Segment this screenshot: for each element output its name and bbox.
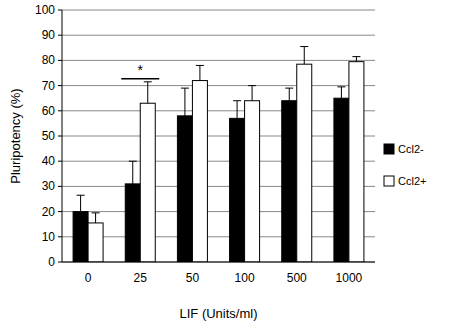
error-cap	[129, 161, 137, 162]
y-axis-label: Pluripotency (%)	[8, 88, 23, 183]
error-line	[95, 213, 96, 223]
bar	[125, 184, 140, 262]
error-cap	[300, 46, 308, 47]
error-bar	[300, 47, 308, 65]
tick	[58, 136, 62, 137]
error-cap	[77, 195, 85, 196]
tick	[58, 262, 62, 263]
error-bar	[129, 161, 137, 184]
grid-line	[62, 110, 375, 111]
error-line	[252, 86, 253, 101]
grid-line	[62, 236, 375, 237]
bar	[282, 101, 297, 262]
bars	[73, 47, 364, 262]
error-cap	[337, 86, 345, 87]
error-line	[147, 82, 148, 103]
tick-label: 50	[42, 129, 56, 143]
tick	[58, 60, 62, 61]
error-bar	[196, 65, 204, 80]
tick-label: 40	[42, 154, 56, 168]
chart: 0102030405060708090100025501005001000*LI…	[0, 0, 450, 332]
error-bar	[92, 213, 100, 223]
bar	[230, 118, 245, 262]
grid-line	[62, 262, 375, 263]
category-label: 100	[235, 271, 255, 285]
error-bar	[285, 88, 293, 101]
error-bar	[181, 88, 189, 116]
y-axis	[62, 10, 63, 262]
error-cap	[92, 212, 100, 213]
tick	[58, 211, 62, 212]
grid-line	[62, 10, 375, 11]
bar	[192, 81, 207, 262]
tick	[58, 236, 62, 237]
grid-line	[62, 211, 375, 212]
legend-swatch	[384, 144, 394, 154]
error-line	[341, 87, 342, 98]
bar	[334, 98, 349, 262]
error-line	[132, 161, 133, 184]
grid-line	[62, 161, 375, 162]
bar	[177, 116, 192, 262]
category-label: 0	[85, 271, 92, 285]
tick-label: 10	[42, 230, 56, 244]
tick-label: 20	[42, 205, 56, 219]
error-line	[184, 88, 185, 116]
grid-line	[62, 35, 375, 36]
legend-label: Ccl2-	[398, 143, 424, 155]
grid-line	[62, 85, 375, 86]
tick-label: 100	[35, 3, 55, 17]
tick	[58, 10, 62, 11]
error-bar	[144, 82, 152, 103]
grid-line	[62, 136, 375, 137]
error-cap	[352, 56, 360, 57]
x-axis-label: LIF (Units/ml)	[180, 306, 258, 321]
tick-label: 60	[42, 104, 56, 118]
tick	[58, 35, 62, 36]
error-cap	[181, 88, 189, 89]
bar	[88, 223, 103, 262]
error-cap	[248, 85, 256, 86]
error-line	[199, 65, 200, 80]
category-label: 500	[287, 271, 307, 285]
error-cap	[285, 88, 293, 89]
tick-label: 30	[42, 179, 56, 193]
error-bar	[337, 87, 345, 98]
error-bar	[77, 195, 85, 211]
error-cap	[144, 81, 152, 82]
tick-label: 0	[48, 255, 55, 269]
tick-label: 80	[42, 53, 56, 67]
annotation: *	[138, 62, 144, 78]
bar	[349, 62, 364, 262]
error-line	[356, 57, 357, 62]
legend-swatch	[384, 176, 394, 186]
category-label: 50	[186, 271, 200, 285]
error-cap	[196, 65, 204, 66]
significance-line	[121, 78, 159, 80]
grid-line	[62, 60, 375, 61]
error-bar	[352, 57, 360, 62]
bar	[297, 64, 312, 262]
error-bar	[233, 101, 241, 119]
error-bar	[248, 86, 256, 101]
legend-label: Ccl2+	[398, 175, 426, 187]
error-line	[80, 195, 81, 211]
error-line	[304, 47, 305, 65]
category-label: 1000	[336, 271, 363, 285]
tick	[58, 186, 62, 187]
error-line	[237, 101, 238, 119]
x-axis	[62, 262, 375, 263]
bar	[245, 101, 260, 262]
category-label: 25	[134, 271, 148, 285]
bar	[140, 103, 155, 262]
tick-label: 90	[42, 28, 56, 42]
tick-label: 70	[42, 79, 56, 93]
tick	[58, 110, 62, 111]
error-cap	[233, 100, 241, 101]
grid-line	[62, 186, 375, 187]
tick	[58, 85, 62, 86]
error-line	[289, 88, 290, 101]
tick	[58, 161, 62, 162]
bar	[73, 212, 88, 262]
